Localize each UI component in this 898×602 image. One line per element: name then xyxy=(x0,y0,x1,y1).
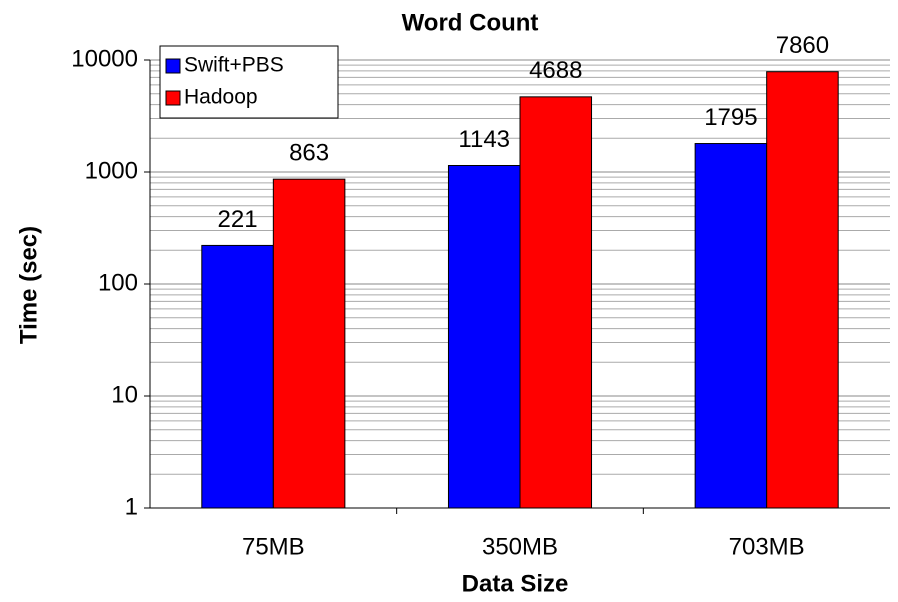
value-label: 4688 xyxy=(529,57,582,84)
value-label: 221 xyxy=(218,206,258,233)
legend-label: Swift+PBS xyxy=(184,54,284,77)
value-label: 7860 xyxy=(776,32,829,59)
y-axis-label: Time (sec) xyxy=(15,226,42,344)
x-tick-label: 703MB xyxy=(729,533,805,560)
x-axis-label: Data Size xyxy=(462,570,569,597)
y-tick-label: 10 xyxy=(111,381,138,408)
bar xyxy=(201,244,274,509)
legend-box xyxy=(159,45,339,119)
bar xyxy=(447,164,521,509)
bar xyxy=(766,71,839,509)
y-tick-label: 10000 xyxy=(71,45,138,72)
x-tick-label: 75MB xyxy=(242,533,305,560)
y-tick-label: 1000 xyxy=(85,157,138,184)
y-tick-label: 1 xyxy=(125,493,138,520)
value-label: 863 xyxy=(289,140,329,167)
chart-title: Word Count xyxy=(402,9,539,36)
bar xyxy=(272,178,346,509)
x-tick-label: 350MB xyxy=(482,533,558,560)
value-label: 1795 xyxy=(704,104,757,131)
legend-swatch xyxy=(165,58,181,74)
legend-label: Hadoop xyxy=(184,86,258,109)
legend-swatch xyxy=(165,90,181,106)
bar xyxy=(694,143,768,509)
y-tick-label: 100 xyxy=(98,269,138,296)
value-label: 1143 xyxy=(458,126,510,153)
bar xyxy=(519,96,593,509)
